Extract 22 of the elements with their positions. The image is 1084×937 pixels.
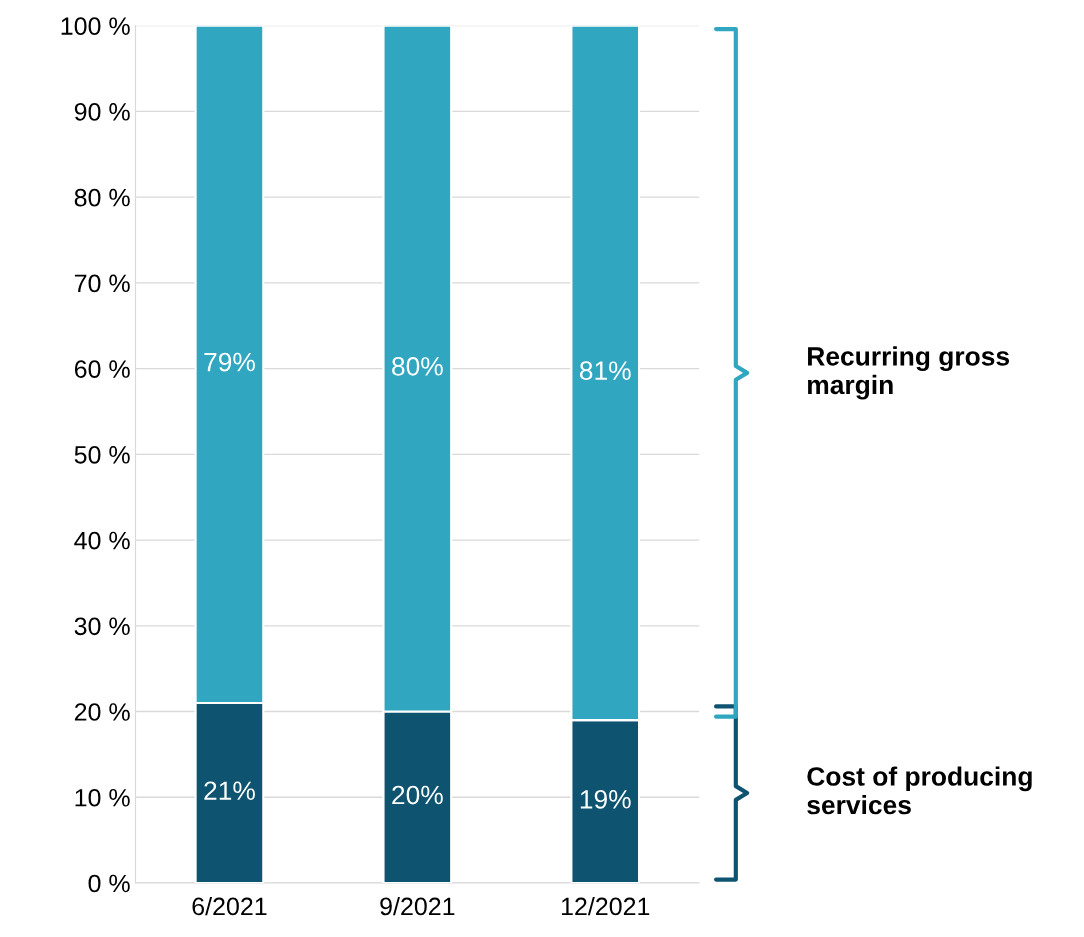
- x-tick-label: 6/2021: [192, 896, 267, 916]
- x-tick-label: 12/2021: [561, 896, 650, 916]
- text: Cost of producing services: [807, 766, 1032, 815]
- y-tick-label: 60 %: [74, 360, 130, 378]
- y-tick-label: 50 %: [74, 445, 130, 464]
- y-tick-label: 40 %: [74, 531, 130, 550]
- data-label: 19%: [580, 789, 631, 809]
- y-tick-label: 20 %: [74, 703, 130, 721]
- x-tick-label: 9/2021: [380, 896, 455, 916]
- y-tick-label: 30 %: [74, 617, 130, 636]
- data-label: 20%: [392, 785, 443, 805]
- data-label: 79%: [204, 352, 255, 372]
- y-tick-label: 80 %: [74, 188, 130, 207]
- text: Recurring gross margin: [808, 346, 1010, 400]
- y-tick-label: 70 %: [74, 274, 130, 293]
- data-label: 21%: [204, 781, 255, 800]
- y-tick-label: 10 %: [75, 788, 130, 807]
- y-tick-label: 100 %: [61, 17, 130, 35]
- y-tick-label: 0 %: [88, 874, 130, 893]
- data-label: 80%: [392, 357, 443, 376]
- y-tick-label: 90 %: [74, 103, 130, 121]
- data-label: 81%: [579, 361, 631, 380]
